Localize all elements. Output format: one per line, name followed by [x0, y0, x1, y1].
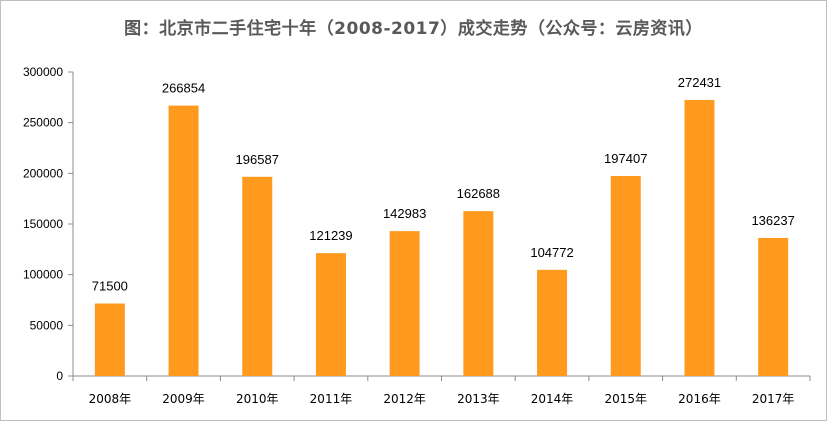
- x-tick-label: 2009年: [162, 392, 205, 406]
- y-axis-ticks: 0 50000 100000 150000 200000 250000 300000: [23, 65, 73, 383]
- bar: [94, 303, 125, 376]
- data-label: 104772: [530, 245, 573, 260]
- data-labels: 71500 266854 196587 121239 142983 162688 10477…: [92, 75, 795, 294]
- x-tick-label: 2017年: [752, 392, 795, 406]
- bar: [537, 269, 568, 376]
- bar: [168, 105, 199, 376]
- data-label: 71500: [92, 279, 128, 294]
- bar: [610, 175, 641, 376]
- data-label: 272431: [678, 75, 721, 90]
- y-tick-label: 50000: [30, 318, 64, 332]
- y-tick-label: 100000: [23, 268, 63, 282]
- bar: [758, 237, 789, 376]
- x-tick-label: 2016年: [678, 392, 721, 406]
- data-label: 162688: [457, 186, 500, 201]
- bar: [463, 211, 494, 376]
- data-label: 197407: [604, 151, 647, 166]
- x-tick-label: 2012年: [383, 392, 426, 406]
- bar: [315, 253, 346, 376]
- bar: [389, 231, 420, 376]
- y-tick-label: 0: [56, 369, 63, 383]
- x-axis-ticks: 2008年 2009年 2010年 2011年 2012年 2013年 2014年 2015年…: [72, 376, 811, 406]
- bars: [94, 99, 789, 376]
- chart-title: 图：北京市二手住宅十年（2008-2017）成交走势（公众号：云房资讯）: [124, 19, 703, 39]
- data-label: 142983: [383, 206, 426, 221]
- data-label: 196587: [236, 152, 279, 167]
- y-tick-label: 300000: [23, 65, 63, 79]
- x-tick-label: 2014年: [531, 392, 574, 406]
- data-label: 136237: [751, 213, 794, 228]
- data-label: 266854: [162, 81, 205, 96]
- x-tick-label: 2008年: [89, 392, 132, 406]
- x-tick-label: 2010年: [236, 392, 279, 406]
- y-tick-label: 200000: [23, 166, 63, 180]
- x-tick-label: 2013年: [457, 392, 500, 406]
- bar: [242, 176, 273, 376]
- y-tick-label: 150000: [23, 217, 63, 231]
- x-tick-label: 2015年: [604, 392, 647, 406]
- x-tick-label: 2011年: [310, 392, 353, 406]
- bar: [684, 99, 715, 376]
- data-label: 121239: [309, 228, 352, 243]
- y-tick-label: 250000: [23, 116, 63, 130]
